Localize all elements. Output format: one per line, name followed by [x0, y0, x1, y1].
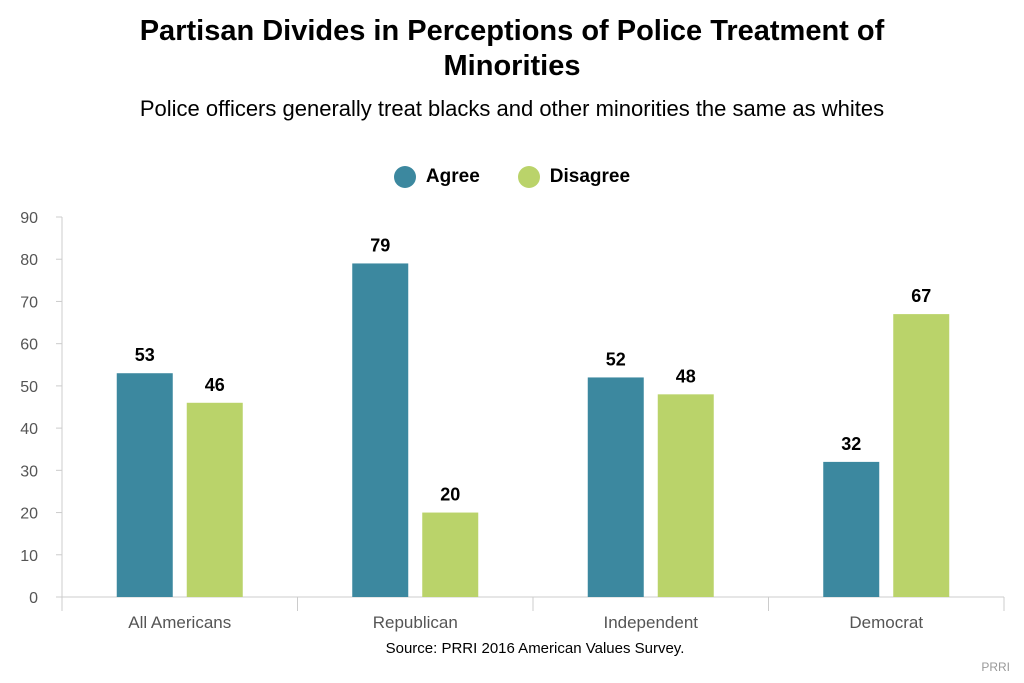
chart-title-line-1: Partisan Divides in Perceptions of Polic…: [139, 15, 885, 47]
bar-disagree-1: [422, 512, 479, 597]
y-tick-label-50: 50: [20, 379, 38, 396]
data-label-disagree-3: 67: [911, 286, 931, 306]
data-label-disagree-1: 20: [440, 485, 460, 505]
bar-agree-1: [352, 263, 409, 597]
bar-agree-3: [823, 461, 880, 597]
y-tick-label-10: 10: [20, 548, 38, 565]
legend-label-disagree: Disagree: [549, 166, 631, 187]
y-tick-label-60: 60: [20, 337, 38, 354]
y-tick-label-40: 40: [20, 421, 38, 438]
y-tick-label-0: 0: [29, 590, 38, 607]
data-label-disagree-2: 48: [676, 366, 696, 386]
chart-title: Partisan Divides in Perceptions of Polic…: [0, 14, 1024, 84]
legend-swatch-disagree: [517, 166, 540, 188]
data-label-disagree-0: 46: [205, 375, 225, 395]
x-category-label-2: Independent: [603, 613, 698, 632]
chart-subtitle: Police officers generally treat blacks a…: [139, 96, 885, 121]
bar-agree-2: [587, 377, 644, 597]
chart-legend: Agree Disagree: [0, 164, 1024, 190]
bar-agree-0: [116, 373, 173, 597]
bar-disagree-0: [186, 402, 243, 597]
x-category-label-1: Republican: [373, 613, 458, 632]
legend-item-disagree: Disagree: [517, 166, 631, 188]
x-category-label-0: All Americans: [128, 613, 231, 632]
brand-watermark: PRRI: [981, 660, 1010, 674]
data-label-agree-1: 79: [370, 235, 390, 255]
bar-disagree-3: [893, 314, 950, 597]
y-tick-label-30: 30: [20, 463, 38, 480]
legend-item-agree: Agree: [393, 166, 480, 188]
chart-title-line-2: Minorities: [443, 50, 581, 82]
data-label-agree-2: 52: [606, 349, 626, 369]
y-tick-label-80: 80: [20, 252, 38, 269]
y-tick-label-20: 20: [20, 506, 38, 523]
y-tick-label-70: 70: [20, 294, 38, 311]
data-label-agree-0: 53: [135, 345, 155, 365]
bar-disagree-2: [657, 394, 714, 597]
legend-swatch-agree: [393, 166, 416, 188]
legend-label-agree: Agree: [425, 166, 480, 187]
data-label-agree-3: 32: [841, 434, 861, 454]
x-category-label-3: Democrat: [849, 613, 923, 632]
source-note: Source: PRRI 2016 American Values Survey…: [385, 640, 685, 657]
y-tick-label-90: 90: [20, 210, 38, 227]
